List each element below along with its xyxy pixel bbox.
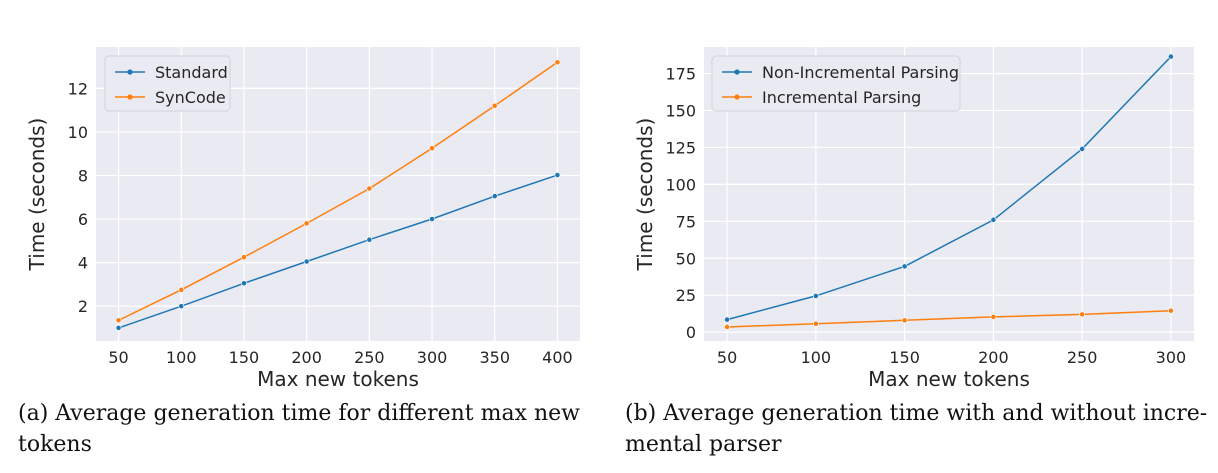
chart-b-data-point [901,317,908,324]
chart-a-legend-label-1: Standard [155,63,228,82]
chart-b-data-point [1079,311,1086,318]
chart-a-legend-label-2: SynCode [155,88,226,107]
chart-a-series [115,59,561,331]
chart-b-y-tick-label: 0 [686,323,696,342]
chart-a-data-point [178,303,185,310]
chart-b-x-tick-label: 200 [978,348,1009,367]
chart-b-data-point [1079,146,1086,152]
chart-a-data-point [366,185,373,192]
chart-a-data-point [429,145,435,152]
caption-b-line-2: mental parser [625,432,782,457]
chart-a-data-point [303,258,310,265]
chart-b-y-tick-label: 150 [665,102,696,121]
chart-a-y-tick-label: 4 [78,254,88,273]
chart-b-y-tick-label: 25 [676,286,696,305]
chart-a-legend: Standard SynCode [104,55,231,112]
chart-a-data-point [491,102,498,109]
chart-a-data-point [429,216,435,222]
chart-a-x-tick-label: 250 [354,348,385,367]
chart-b-legend-box [711,55,961,112]
chart-a-y-tick-label: 8 [78,166,88,185]
chart-b-y-tick-label: 75 [676,212,696,231]
chart-b-series-line-1 [726,56,1172,321]
chart-b-legend-label-1: Non-Incremental Parsing [762,63,959,82]
chart-a-data-point [241,280,247,287]
chart-b-data-point [1168,307,1174,314]
chart-b-x-tick-label: 250 [1067,348,1098,367]
chart-b-legend-marker-2 [734,94,740,100]
chart-b-y-tick-label: 100 [665,175,696,194]
chart-b-legend: Non-Incremental Parsing Incremental Parsi… [711,55,961,112]
chart-a-y-tick-label: 12 [68,79,88,98]
chart-a-data-point [366,236,373,243]
chart-b-data-point [724,324,730,330]
chart-a-data-point [554,59,561,66]
chart-a-x-tick-label: 350 [479,348,510,367]
chart-b-data-point [901,263,908,270]
chart-a: 50 100 150 200 250 300 350 400 2 4 6 8 10 12 Max new … [25,47,580,391]
chart-b-x-tick-label: 150 [889,348,920,367]
chart-a-data-point [115,317,122,324]
caption-b: (b) Average generation time with and wit… [625,398,1207,460]
chart-b-data-point [812,293,819,299]
chart-a-x-tick-label: 300 [417,348,448,367]
chart-a-y-tick-label: 6 [78,210,88,229]
chart-b-data-point [1168,53,1174,60]
chart-b-series-line-2 [727,309,1171,328]
chart-b-gridlines [704,47,1194,341]
chart-a-gridlines [96,47,580,341]
chart-b-x-axis-label: Max new tokens [868,367,1030,391]
chart-a-data-point [554,172,561,178]
chart-b-legend-marker-1 [734,69,740,75]
chart-b-data-point [724,316,730,323]
chart-b-y-tick-label: 50 [676,249,696,268]
chart-a-y-tick-label: 2 [78,297,88,316]
chart-b-legend-label-2: Incremental Parsing [762,88,921,107]
chart-b: 50 100 150 200 250 300 0 25 50 75 100 125 150 175 Max… [633,47,1194,391]
chart-a-x-tick-label: 400 [542,348,573,367]
chart-a-x-tick-label: 100 [166,348,197,367]
caption-b-line-1: (b) Average generation time with and wit… [625,401,1208,426]
chart-a-y-axis-label: Time (seconds) [25,118,49,272]
chart-b-data-point [990,314,997,320]
chart-a-x-tick-label: 50 [108,348,128,367]
chart-a-series-line-2 [118,61,558,321]
caption-a-line-2: tokens [18,432,92,457]
chart-a-x-tick-label: 150 [229,348,260,367]
chart-b-tick-labels: 50 100 150 200 250 300 0 25 50 75 100 125 150 175 [665,65,1186,367]
chart-a-data-point [115,325,122,331]
chart-b-y-tick-label: 125 [665,138,696,157]
caption-a-line-1: (a) Average generation time for differen… [18,401,581,426]
chart-a-series-line-1 [118,174,558,329]
chart-b-y-tick-label: 175 [665,65,696,84]
chart-b-x-tick-label: 50 [717,348,737,367]
chart-b-data-point [812,320,819,327]
chart-b-x-tick-label: 100 [801,348,832,367]
chart-a-tick-labels: 50 100 150 200 250 300 350 400 2 4 6 8 10 12 [68,79,573,367]
chart-a-data-point [303,220,310,227]
chart-a-data-point [241,254,247,261]
chart-a-legend-marker-1 [127,69,133,75]
chart-a-x-tick-label: 200 [291,348,322,367]
chart-b-series [724,53,1174,330]
chart-a-x-axis-label: Max new tokens [257,367,419,391]
chart-a-data-point [491,193,498,200]
chart-b-data-point [990,216,997,223]
chart-b-x-tick-label: 300 [1156,348,1187,367]
chart-b-y-axis-label: Time (seconds) [633,118,657,272]
chart-a-y-tick-label: 10 [68,123,88,142]
chart-a-data-point [178,286,185,293]
caption-a: (a) Average generation time for differen… [18,398,580,460]
chart-a-legend-marker-2 [127,94,133,100]
